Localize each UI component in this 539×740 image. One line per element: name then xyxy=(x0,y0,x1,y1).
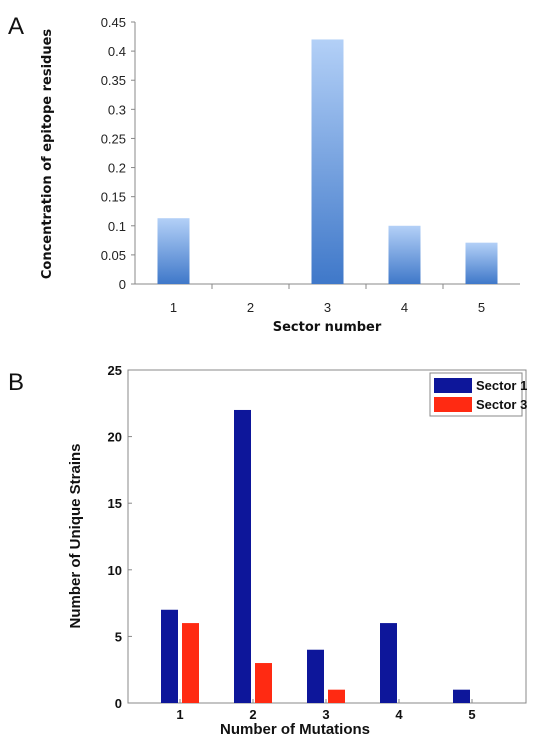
chart-b-x-tick-label: 5 xyxy=(468,707,475,722)
chart-a-y-tick-label: 0.1 xyxy=(108,219,126,234)
chart-a-bar-sector-4 xyxy=(388,225,421,284)
chart-a-bar-sector-1 xyxy=(157,218,190,284)
chart-a-x-tick-label: 5 xyxy=(478,300,485,315)
chart-b-x-tick-label: 3 xyxy=(322,707,329,722)
chart-a-x-tick-label: 2 xyxy=(247,300,254,315)
chart-a-y-tick-label: 0 xyxy=(119,277,126,292)
legend-swatch-sector-1 xyxy=(434,378,472,393)
chart-a-y-tick-label: 0.3 xyxy=(108,102,126,117)
panel-b-letter: B xyxy=(8,369,24,396)
chart-b-y-tick-label: 10 xyxy=(108,563,122,578)
chart-a-y-tick-label: 0.15 xyxy=(101,190,126,205)
chart-b-x-tick-label: 4 xyxy=(395,707,403,722)
chart-b-bar-sector-1-mutations-2 xyxy=(234,409,251,703)
chart-a-y-tick-label: 0.35 xyxy=(101,73,126,88)
chart-b-bar-sector-3-mutations-1 xyxy=(182,623,199,703)
chart-b-y-tick-label: 5 xyxy=(115,629,122,644)
chart-a-y-tick-label: 0.45 xyxy=(101,15,126,30)
chart-b-bar-sector-1-mutations-3 xyxy=(307,649,324,703)
legend-label-sector-1: Sector 1 xyxy=(476,378,527,393)
chart-b-x-tick-label: 1 xyxy=(176,707,183,722)
legend-label-sector-3: Sector 3 xyxy=(476,397,527,412)
chart-a-y-axis-label: Concentration of epitope residues xyxy=(40,29,55,280)
chart-b-bar-sector-1-mutations-4 xyxy=(380,623,397,703)
chart-a-x-tick-label: 4 xyxy=(401,300,408,315)
chart-b-x-tick-label: 2 xyxy=(249,707,256,722)
panel-a-letter: A xyxy=(8,13,24,40)
chart-b-plot-frame xyxy=(127,369,527,704)
chart-b-y-tick-label: 25 xyxy=(108,363,122,378)
chart-a-y-tick-label: 0.05 xyxy=(101,248,126,263)
chart-b-y-tick-label: 20 xyxy=(108,430,122,445)
chart-a-bar-sector-3 xyxy=(311,39,344,284)
chart-b-x-axis-label: Number of Mutations xyxy=(220,721,370,738)
chart-b-y-axis-label: Number of Unique Strains xyxy=(67,443,84,628)
chart-b-bar-sector-3-mutations-2 xyxy=(255,663,272,703)
chart-a-bar-sector-5 xyxy=(465,242,498,284)
chart-a-y-tick-label: 0.4 xyxy=(108,44,126,59)
chart-b-y-tick-label: 0 xyxy=(115,696,122,711)
chart-b-legend: Sector 1 Sector 3 xyxy=(429,372,527,417)
chart-b-bar-sector-3-mutations-3 xyxy=(328,689,345,703)
chart-a-x-tick-label: 3 xyxy=(324,300,331,315)
chart-b: 0 5 10 15 20 25 1 2 3 4 5 Number of Unique Strain… xyxy=(67,363,527,738)
chart-b-y-tick-label: 15 xyxy=(108,496,122,511)
legend-swatch-sector-3 xyxy=(434,397,472,412)
chart-b-bar-sector-1-mutations-5 xyxy=(453,689,470,703)
chart-a-x-tick-label: 1 xyxy=(170,300,177,315)
chart-a-x-axis-label: Sector number xyxy=(273,320,382,335)
chart-b-bar-sector-1-mutations-1 xyxy=(161,609,178,703)
chart-a-y-tick-label: 0.2 xyxy=(108,161,126,176)
chart-a-y-tick-label: 0.25 xyxy=(101,131,126,146)
